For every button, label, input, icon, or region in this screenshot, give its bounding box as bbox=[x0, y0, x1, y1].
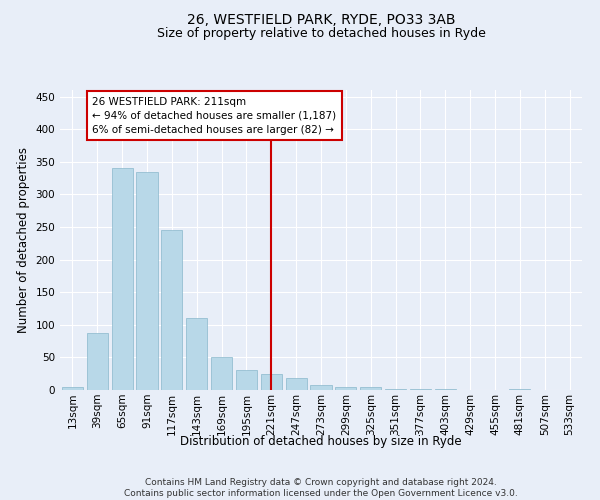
Bar bbox=[236, 370, 257, 390]
Bar bbox=[161, 230, 182, 390]
Bar bbox=[186, 318, 207, 390]
Bar bbox=[360, 388, 381, 390]
Bar bbox=[112, 168, 133, 390]
Y-axis label: Number of detached properties: Number of detached properties bbox=[17, 147, 30, 333]
Bar bbox=[310, 385, 332, 390]
Text: Contains HM Land Registry data © Crown copyright and database right 2024.
Contai: Contains HM Land Registry data © Crown c… bbox=[124, 478, 518, 498]
Bar bbox=[211, 358, 232, 390]
Bar bbox=[87, 332, 108, 390]
Text: 26, WESTFIELD PARK, RYDE, PO33 3AB: 26, WESTFIELD PARK, RYDE, PO33 3AB bbox=[187, 12, 455, 26]
Bar bbox=[335, 386, 356, 390]
Text: 26 WESTFIELD PARK: 211sqm
← 94% of detached houses are smaller (1,187)
6% of sem: 26 WESTFIELD PARK: 211sqm ← 94% of detac… bbox=[92, 96, 337, 134]
Bar bbox=[136, 172, 158, 390]
Bar bbox=[385, 388, 406, 390]
Bar bbox=[286, 378, 307, 390]
Bar bbox=[261, 374, 282, 390]
Text: Size of property relative to detached houses in Ryde: Size of property relative to detached ho… bbox=[157, 28, 485, 40]
Bar bbox=[62, 386, 83, 390]
Text: Distribution of detached houses by size in Ryde: Distribution of detached houses by size … bbox=[180, 435, 462, 448]
